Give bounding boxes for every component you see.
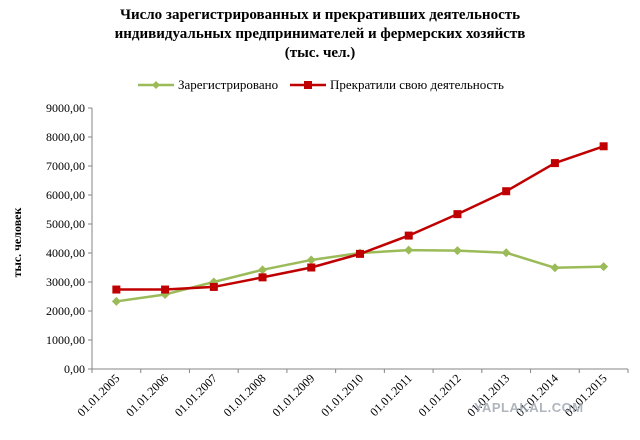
legend-label-ceased: Прекратили свою деятельность [330, 77, 504, 92]
data-point [161, 285, 170, 294]
x-tick-label: 01.01.2012 [415, 371, 463, 419]
x-tick-label: 01.01.2006 [123, 371, 171, 419]
watermark: YAPLAKAL.COM [474, 400, 584, 415]
y-tick-label: 5000,00 [46, 217, 85, 231]
y-tick-label: 3000,00 [46, 275, 85, 289]
title-line-2: индивидуальных предпринимателей и фермер… [114, 26, 526, 42]
data-point [307, 263, 316, 272]
title-line-1: Число зарегистрированных и прекративших … [119, 7, 521, 23]
data-point [404, 231, 413, 240]
data-point [550, 159, 559, 168]
y-tick-label: 2000,00 [46, 304, 85, 318]
y-axis-label: тыс. человек [10, 207, 24, 277]
legend-diamond-marker [138, 81, 174, 89]
data-point [258, 265, 268, 275]
y-tick-label: 0,00 [64, 362, 85, 376]
data-point [550, 263, 560, 273]
data-point [501, 248, 511, 258]
data-point [599, 142, 608, 151]
chart-title: Число зарегистрированных и прекративших … [0, 6, 640, 63]
y-tick-label: 8000,00 [46, 130, 85, 144]
x-tick-label: 01.01.2008 [221, 371, 269, 419]
data-point [209, 282, 218, 291]
y-tick-label: 7000,00 [46, 159, 85, 173]
x-tick-label: 01.01.2011 [367, 371, 415, 419]
x-tick-label: 01.01.2009 [269, 371, 317, 419]
series-line-2 [116, 145, 605, 291]
x-tick-label: 01.01.2005 [74, 371, 122, 419]
data-point [453, 210, 462, 219]
y-tick-label: 9000,00 [46, 101, 85, 115]
data-point [404, 245, 414, 255]
legend-label-registered: Зарегистрировано [178, 77, 279, 92]
data-point [111, 296, 121, 306]
data-point [112, 285, 121, 294]
data-point [306, 255, 316, 265]
y-tick-label: 6000,00 [46, 188, 85, 202]
legend: Зарегистрировано Прекратили свою деятель… [0, 76, 640, 94]
data-point [356, 249, 364, 258]
data-point [452, 246, 462, 256]
y-tick-label: 1000,00 [46, 333, 85, 347]
y-tick-label: 4000,00 [46, 246, 85, 260]
x-tick-label: 01.01.2007 [172, 371, 220, 419]
data-point [258, 273, 267, 282]
data-point [502, 187, 511, 196]
title-line-3: (тыс. чел.) [284, 45, 356, 61]
legend-square-marker [290, 81, 326, 89]
x-tick-label: 01.01.2010 [318, 371, 366, 419]
data-point [599, 262, 609, 272]
